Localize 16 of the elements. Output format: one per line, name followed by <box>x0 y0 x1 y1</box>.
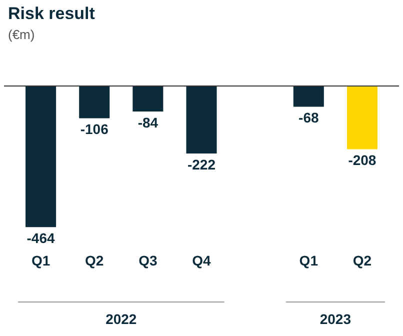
data-label: -208 <box>348 152 376 168</box>
chart-title: Risk result <box>8 4 95 24</box>
data-label: -464 <box>26 230 56 246</box>
data-label: -222 <box>187 156 216 172</box>
x-tick-label: Q3 <box>138 252 158 268</box>
x-tick-label: Q1 <box>31 252 50 268</box>
x-tick-label: Q2 <box>85 252 104 268</box>
x-tick-label: Q4 <box>192 252 212 268</box>
text: 2022 <box>106 310 137 327</box>
data-label: -68 <box>298 110 319 126</box>
x-tick-label: Q1 <box>299 252 318 268</box>
x-tick-label: Q2 <box>352 252 372 268</box>
text: 2023 <box>320 310 352 327</box>
data-label: -84 <box>138 114 158 130</box>
chart-subtitle: (€m) <box>8 27 35 42</box>
data-label: -106 <box>80 121 109 138</box>
